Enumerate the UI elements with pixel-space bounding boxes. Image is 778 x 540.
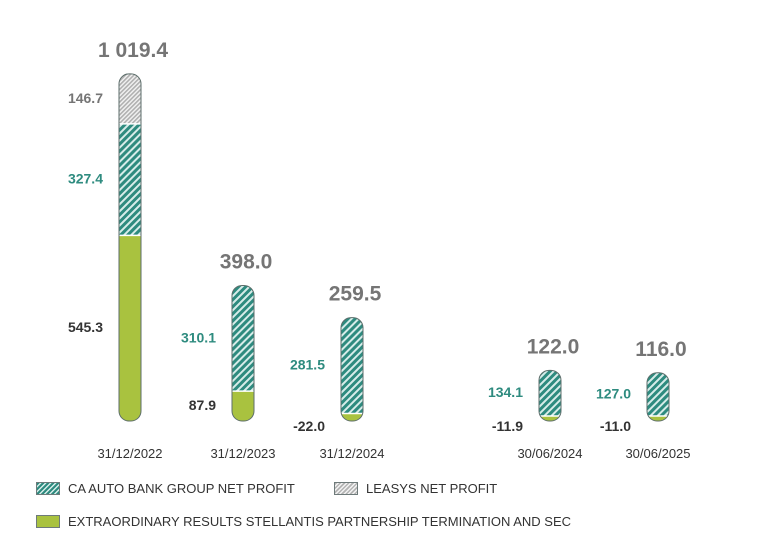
data-label-extraordinary: 545.3: [68, 319, 103, 335]
total-label: 122.0: [527, 335, 580, 358]
legend-item-leasys: LEASYS NET PROFIT: [334, 481, 497, 496]
bar-ca-auto-bank: [119, 123, 141, 236]
bar-stack: [341, 317, 363, 421]
bar-ca-auto-bank: [647, 372, 669, 416]
legend-swatch-teal: [36, 482, 60, 495]
legend-label-leasys: LEASYS NET PROFIT: [366, 481, 498, 496]
bar-ca-auto-bank: [232, 285, 254, 392]
data-label-ca-auto-bank: 281.5: [290, 357, 325, 373]
bar-extraordinary: [539, 416, 561, 421]
total-label: 259.5: [329, 283, 382, 306]
stacked-bar-chart: 1 019.4 327.4 545.3 146.7 31/12/2022 398.0 310…: [68, 39, 691, 461]
bar-stack: [539, 370, 561, 421]
bar-extraordinary: [119, 235, 141, 421]
data-label-ca-auto-bank: 327.4: [68, 171, 103, 187]
legend-label-ca-auto-bank: CA AUTO BANK GROUP NET PROFIT: [68, 481, 295, 496]
bar-outline: [340, 317, 364, 422]
bar-outline: [231, 284, 255, 422]
total-label: 116.0: [635, 338, 686, 361]
total-label: 398.0: [220, 250, 273, 273]
data-label-extraordinary: -11.0: [600, 418, 631, 434]
bar-outline: [118, 73, 142, 422]
data-label-extraordinary: 87.9: [189, 397, 216, 413]
data-label-extraordinary: -11.9: [492, 418, 523, 434]
total-label: 1 019.4: [98, 39, 168, 62]
bar-stack: [119, 73, 141, 421]
data-label-ca-auto-bank: 310.1: [181, 329, 216, 345]
legend-swatch-green: [36, 515, 60, 528]
x-tick-label: 31/12/2022: [97, 446, 162, 461]
bar-ca-auto-bank: [341, 317, 363, 414]
bar-extraordinary: [232, 391, 254, 421]
bar-stack: [647, 372, 669, 421]
bar-extraordinary: [341, 413, 363, 421]
legend-item-ca-auto-bank: CA AUTO BANK GROUP NET PROFIT: [36, 481, 295, 496]
bar-leasys: [119, 73, 141, 124]
data-label-extraordinary: -22.0: [293, 418, 325, 434]
legend-item-extraordinary: EXTRAORDINARY RESULTS STELLANTIS PARTNER…: [36, 514, 571, 529]
legend-label-extraordinary: EXTRAORDINARY RESULTS STELLANTIS PARTNER…: [68, 514, 572, 529]
bar-outline: [646, 372, 670, 422]
data-label-ca-auto-bank: 134.1: [488, 384, 523, 400]
bar-stack: [232, 285, 254, 421]
bar-ca-auto-bank: [539, 370, 561, 416]
legend-swatch-grey: [334, 482, 358, 495]
data-label-ca-auto-bank: 127.0: [596, 385, 631, 401]
bar-outline: [538, 369, 562, 422]
x-tick-label: 30/06/2024: [517, 446, 582, 461]
x-tick-label: 31/12/2024: [319, 446, 384, 461]
x-tick-label: 30/06/2025: [625, 446, 690, 461]
data-label-leasys: 146.7: [68, 90, 103, 106]
bar-extraordinary: [647, 416, 669, 421]
x-tick-label: 31/12/2023: [210, 446, 275, 461]
